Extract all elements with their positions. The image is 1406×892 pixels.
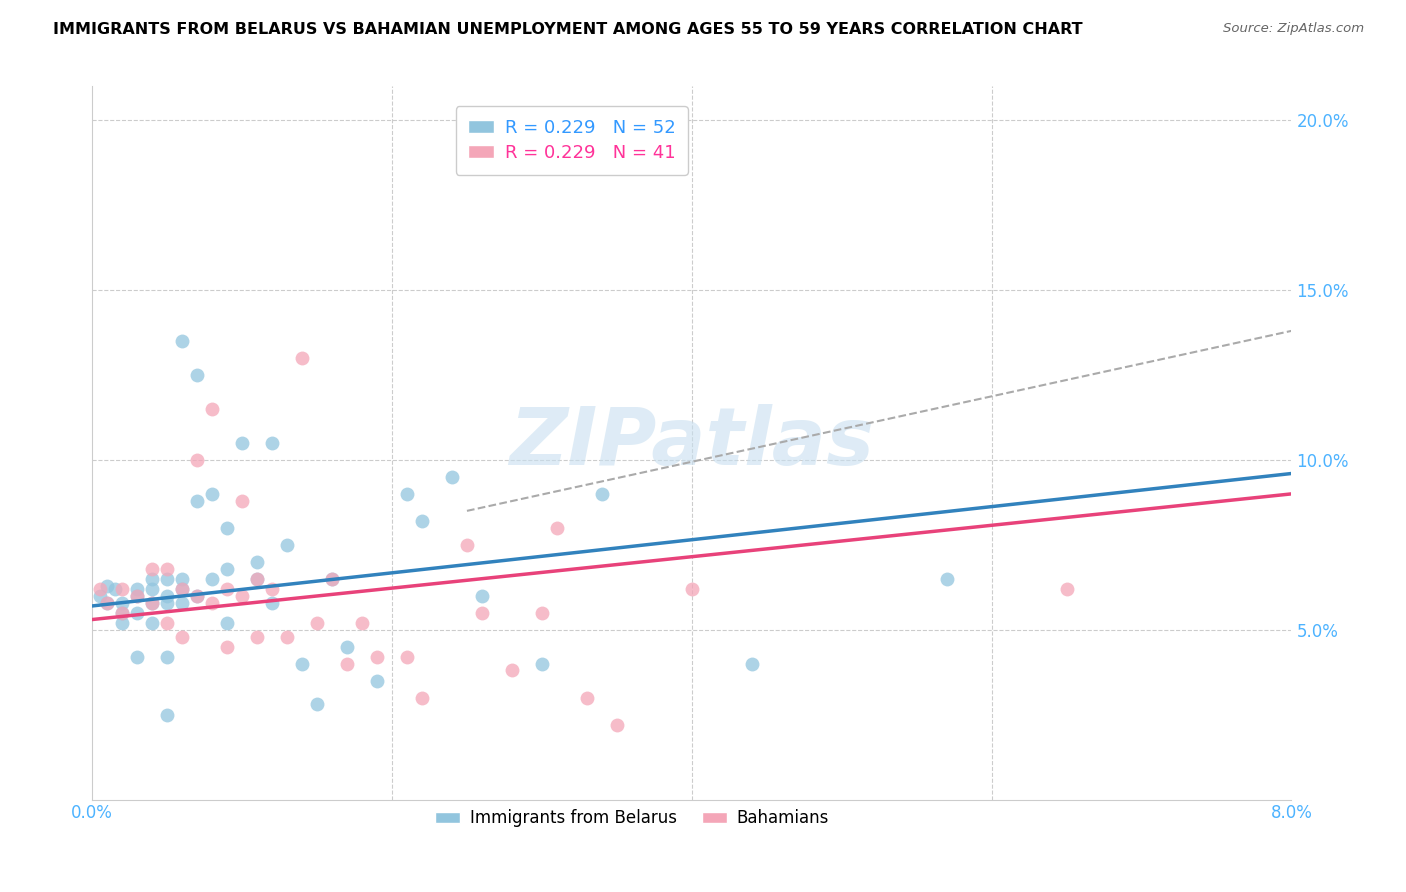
Point (336, 640, 359, 654)
Point (172, 596, 194, 610)
Point (350, 615, 373, 630)
Point (530, 606, 553, 620)
Point (186, 589, 208, 603)
Point (575, 690, 598, 705)
Point (291, 657, 314, 671)
Point (127, 606, 149, 620)
Point (217, 561, 239, 575)
Point (606, 718, 628, 732)
Point (471, 589, 494, 603)
Point (186, 453, 208, 467)
Point (231, 436, 253, 450)
Point (172, 572, 194, 586)
Point (440, 470, 463, 484)
Point (96, 578, 118, 592)
Point (172, 334, 194, 348)
Point (141, 572, 163, 586)
Point (246, 555, 269, 569)
Point (217, 640, 239, 654)
Point (111, 606, 134, 620)
Point (127, 589, 149, 603)
Point (591, 487, 613, 501)
Point (935, 572, 957, 586)
Point (366, 649, 388, 664)
Point (156, 707, 179, 722)
Point (96, 596, 118, 610)
Text: IMMIGRANTS FROM BELARUS VS BAHAMIAN UNEMPLOYMENT AMONG AGES 55 TO 59 YEARS CORRE: IMMIGRANTS FROM BELARUS VS BAHAMIAN UNEM… (53, 22, 1083, 37)
Point (172, 582, 194, 596)
Point (104, 582, 127, 596)
Point (456, 538, 478, 552)
Point (217, 615, 239, 630)
Point (156, 596, 179, 610)
Text: ZIPatlas: ZIPatlas (509, 404, 875, 482)
Point (395, 649, 418, 664)
Point (96, 596, 118, 610)
Point (530, 657, 553, 671)
Point (111, 596, 134, 610)
Point (186, 493, 208, 508)
Point (201, 572, 224, 586)
Point (262, 582, 284, 596)
Point (89, 589, 111, 603)
Point (411, 514, 433, 528)
Point (141, 596, 163, 610)
Point (156, 589, 179, 603)
Point (651, 130, 673, 145)
Point (246, 572, 269, 586)
Point (111, 582, 134, 596)
Point (231, 493, 253, 508)
Point (156, 649, 179, 664)
Point (1056, 582, 1078, 596)
Point (336, 657, 359, 671)
Point (156, 615, 179, 630)
Point (501, 664, 523, 678)
Point (186, 589, 208, 603)
Point (156, 561, 179, 575)
Point (246, 572, 269, 586)
Point (291, 351, 314, 365)
Point (321, 572, 343, 586)
Point (321, 572, 343, 586)
Point (231, 589, 253, 603)
Point (172, 630, 194, 644)
Point (305, 615, 328, 630)
Point (201, 596, 224, 610)
Point (127, 582, 149, 596)
Point (366, 673, 388, 688)
Point (127, 649, 149, 664)
Point (741, 657, 763, 671)
Point (276, 538, 298, 552)
Point (471, 606, 494, 620)
Point (141, 582, 163, 596)
Point (141, 596, 163, 610)
Point (546, 521, 568, 535)
Point (201, 487, 224, 501)
Point (156, 572, 179, 586)
Legend: Immigrants from Belarus, Bahamians: Immigrants from Belarus, Bahamians (427, 803, 835, 834)
Point (262, 436, 284, 450)
Point (172, 582, 194, 596)
Point (217, 582, 239, 596)
Point (141, 561, 163, 575)
Point (89, 582, 111, 596)
Point (276, 630, 298, 644)
Point (111, 606, 134, 620)
Point (141, 615, 163, 630)
Text: Source: ZipAtlas.com: Source: ZipAtlas.com (1223, 22, 1364, 36)
Point (111, 615, 134, 630)
Point (201, 401, 224, 416)
Point (262, 596, 284, 610)
Point (246, 630, 269, 644)
Point (681, 582, 703, 596)
Point (186, 368, 208, 382)
Point (395, 487, 418, 501)
Point (411, 690, 433, 705)
Point (217, 521, 239, 535)
Point (305, 698, 328, 712)
Point (127, 589, 149, 603)
